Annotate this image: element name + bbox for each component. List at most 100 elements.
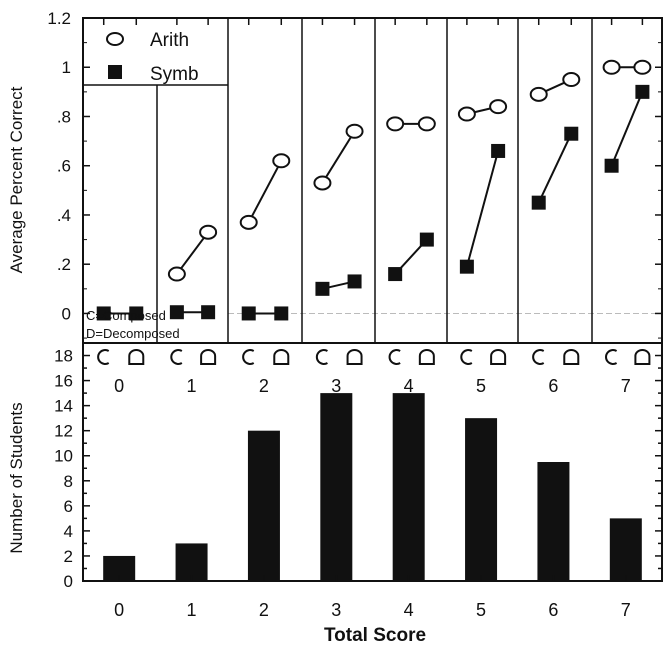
symb-point [531, 195, 546, 210]
bottom-y-tick-label: 12 [54, 422, 73, 441]
bar-score-7 [609, 518, 642, 581]
bar-score-5 [465, 418, 498, 581]
symb-point [315, 281, 330, 296]
arith-point [602, 59, 621, 75]
bottom-x-tick-label: 3 [331, 600, 341, 620]
top-y-tick-label: .4 [57, 206, 71, 225]
bottom-x-tick-label: 7 [621, 600, 631, 620]
composed-symbol [388, 349, 401, 365]
bottom-plot-frame [82, 342, 663, 582]
bar-score-3 [320, 393, 353, 581]
arith-point [633, 59, 652, 75]
decomposed-symbol [128, 349, 145, 365]
bottom-y-tick-label: 0 [64, 572, 73, 591]
symb-point [419, 232, 434, 247]
composed-symbol [460, 349, 473, 365]
arith-point [167, 266, 186, 282]
composed-symbol [170, 349, 183, 365]
top-y-tick-label: .8 [57, 107, 71, 126]
bottom-x-tick-label: 0 [114, 600, 124, 620]
symb-point [274, 306, 289, 321]
composed-symbol [242, 349, 255, 365]
top-y-tick-label: .2 [57, 255, 71, 274]
panel-score-label: 5 [476, 376, 486, 396]
top-y-tick-label: .6 [57, 157, 71, 176]
arith-point [345, 123, 364, 139]
decomposed-symbol [273, 349, 290, 365]
arith-point [529, 86, 548, 102]
legend-arith-marker [106, 32, 124, 46]
bar-score-6 [537, 462, 570, 581]
bar-score-1 [175, 543, 208, 581]
bar-score-4 [392, 393, 425, 581]
panel-score-label: 6 [548, 376, 558, 396]
bottom-x-axis-label: Total Score [324, 625, 426, 646]
bottom-y-tick-label: 4 [64, 522, 73, 541]
bar-score-2 [247, 430, 280, 581]
decomposed-symbol [200, 349, 217, 365]
symb-point [241, 306, 256, 321]
bottom-y-tick-label: 16 [54, 372, 73, 391]
symb-point [347, 274, 362, 289]
symb-point [388, 267, 403, 282]
bottom-y-tick-label: 18 [54, 347, 73, 366]
bottom-x-tick-label: 5 [476, 600, 486, 620]
panel-score-label: 3 [331, 376, 341, 396]
bottom-x-tick-label: 6 [548, 600, 558, 620]
series-symb-segment [610, 91, 644, 167]
arith-point [562, 72, 581, 88]
decomposed-symbol [563, 349, 580, 365]
composed-symbol [605, 349, 618, 365]
series-arith-segment [321, 130, 356, 184]
composed-symbol [97, 349, 110, 365]
symb-point [459, 259, 474, 274]
arith-point [313, 175, 332, 191]
symb-point [635, 84, 650, 99]
symb-point [201, 305, 216, 320]
series-symb-segment [465, 150, 500, 267]
decomposed-symbol [634, 349, 651, 365]
bottom-y-tick-label: 8 [64, 472, 73, 491]
top-y-tick-label: 0 [62, 304, 71, 323]
legend-symb-label: Symb [150, 64, 199, 85]
series-symb-segment [537, 133, 573, 204]
symb-point [96, 306, 111, 321]
top-y-tick-label: 1 [62, 58, 71, 77]
arith-point [272, 153, 291, 169]
bottom-x-tick-label: 1 [187, 600, 197, 620]
symb-point [564, 126, 579, 141]
panel-score-label: 0 [114, 376, 124, 396]
panel-score-label: 4 [404, 376, 414, 396]
symb-point [129, 306, 144, 321]
symb-point [491, 143, 506, 158]
average-percent-correct-chart: 0 .2 .4 .6 .8 1 1.2 Arith Symb C=Composed D=Decomp… [47, 9, 663, 344]
composed-symbol [532, 349, 545, 365]
arith-point [239, 214, 258, 230]
bottom-y-tick-label: 2 [64, 547, 73, 566]
series-arith-segment [247, 160, 283, 223]
annotation-composed: C=Composed [86, 308, 166, 323]
top-y-tick-label: 1.2 [47, 9, 71, 28]
arith-point [199, 224, 218, 240]
top-y-axis-label: Average Percent Correct [7, 86, 26, 273]
arith-point [457, 106, 476, 122]
bottom-y-tick-label: 6 [64, 497, 73, 516]
decomposed-symbol [490, 349, 507, 365]
annotation-decomposed: D=Decomposed [86, 326, 180, 341]
bottom-x-tick-label: 2 [259, 600, 269, 620]
arith-point [386, 116, 405, 132]
series-arith-segment [176, 231, 209, 275]
bottom-x-tick-label: 4 [404, 600, 414, 620]
bottom-y-tick-label: 14 [54, 397, 73, 416]
panel-score-label: 2 [259, 376, 269, 396]
bottom-y-tick-label: 10 [54, 447, 73, 466]
legend-arith-label: Arith [150, 30, 189, 51]
decomposed-symbol [418, 349, 435, 365]
composed-symbol [315, 349, 328, 365]
decomposed-symbol [346, 349, 363, 365]
symb-point [604, 158, 619, 173]
panel-score-label: 7 [621, 376, 631, 396]
legend-symb-marker [108, 65, 122, 79]
